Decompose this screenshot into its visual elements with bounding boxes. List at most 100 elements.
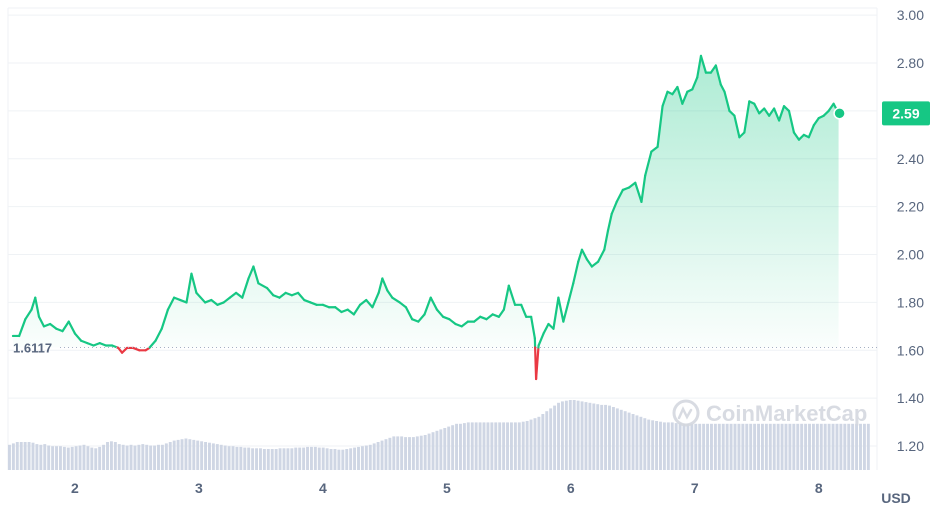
volume-bar — [271, 449, 274, 470]
volume-bar — [286, 448, 289, 470]
volume-bar — [59, 446, 62, 470]
volume-bar — [32, 443, 35, 470]
volume-bar — [349, 448, 352, 470]
volume-bar — [745, 424, 748, 470]
y-tick-label: 2.80 — [897, 55, 924, 71]
volume-bar — [585, 402, 588, 470]
volume-bar — [800, 424, 803, 470]
volume-bar — [122, 445, 125, 470]
last-price-dot[interactable] — [834, 108, 845, 119]
volume-bar — [165, 443, 168, 470]
volume-bar — [557, 403, 560, 470]
volume-bar — [443, 428, 446, 470]
volume-bar — [675, 423, 678, 470]
volume-bar — [498, 422, 501, 470]
volume-bar — [126, 446, 129, 471]
y-tick-label: 1.40 — [897, 390, 924, 406]
volume-bar — [86, 446, 89, 470]
volume-bar — [769, 424, 772, 470]
volume-bar — [94, 448, 97, 470]
x-tick-label: 5 — [443, 480, 451, 496]
volume-bar — [294, 448, 297, 470]
volume-bar — [565, 401, 568, 470]
volume-bar — [828, 424, 831, 470]
volume-bar — [671, 422, 674, 470]
volume-bar — [808, 424, 811, 470]
volume-bar — [502, 422, 505, 470]
volume-bar — [859, 424, 862, 470]
volume-bar — [447, 427, 450, 470]
volume-bar — [392, 436, 395, 470]
volume-bar — [161, 445, 164, 470]
volume-bar — [553, 406, 556, 470]
volume-bar — [643, 418, 646, 470]
volume-bar — [792, 424, 795, 470]
volume-bar — [114, 442, 117, 470]
volume-bar — [667, 422, 670, 470]
volume-bar — [377, 442, 380, 470]
price-line-segment[interactable] — [536, 348, 538, 380]
volume-bar — [188, 439, 191, 470]
volume-bar — [388, 438, 391, 470]
x-tick-label: 8 — [815, 480, 823, 496]
volume-bar — [843, 424, 846, 470]
volume-bar — [796, 424, 799, 470]
x-tick-label: 7 — [691, 480, 699, 496]
y-tick-label: 2.20 — [897, 199, 924, 215]
volume-bar — [310, 447, 313, 470]
volume-bar — [200, 441, 203, 470]
volume-bar — [506, 422, 509, 470]
volume-bar — [47, 446, 50, 471]
volume-bar — [365, 446, 368, 471]
volume-bar — [459, 424, 462, 470]
volume-bar — [204, 442, 207, 470]
volume-bar — [79, 446, 82, 471]
volume-bar — [486, 422, 489, 470]
volume-bar — [761, 424, 764, 470]
volume-bar — [424, 435, 427, 470]
volume-bar — [788, 424, 791, 470]
volume-bar — [510, 422, 513, 470]
volume-bar — [110, 441, 113, 470]
y-tick-label: 1.20 — [897, 438, 924, 454]
volume-bar — [698, 424, 701, 470]
volume-bar — [592, 404, 595, 471]
price-area-fill — [13, 56, 839, 348]
volume-bar — [145, 445, 148, 470]
volume-bar — [322, 448, 325, 470]
volume-bar — [196, 441, 199, 470]
volume-bar — [781, 424, 784, 470]
volume-bar — [184, 439, 187, 471]
volume-bar — [639, 417, 642, 470]
volume-bar — [655, 421, 658, 470]
volume-bar — [39, 445, 42, 470]
volume-bar — [106, 442, 109, 470]
volume-bar — [334, 449, 337, 470]
volume-bar — [75, 446, 78, 470]
volume-bar — [832, 424, 835, 470]
volume-bar — [534, 418, 537, 470]
volume-bar — [216, 444, 219, 470]
volume-bar — [659, 422, 662, 470]
volume-bar — [259, 448, 262, 470]
volume-bar — [35, 444, 38, 470]
volume-bar — [169, 442, 172, 470]
volume-bar — [686, 424, 689, 470]
volume-bar — [8, 445, 11, 470]
last-price-marker[interactable]: 2.59 — [834, 101, 930, 125]
x-tick-label: 2 — [71, 480, 79, 496]
volume-bar — [588, 403, 591, 470]
volume-bar — [298, 448, 301, 470]
volume-bar — [628, 413, 631, 470]
last-price-label: 2.59 — [892, 105, 919, 121]
volume-bar — [581, 401, 584, 470]
volume-bar — [408, 437, 411, 470]
volume-bar — [192, 440, 195, 470]
volume-bar — [549, 408, 552, 470]
volume-bar — [573, 400, 576, 470]
volume-bar — [836, 424, 839, 470]
y-tick-label: 1.80 — [897, 294, 924, 310]
